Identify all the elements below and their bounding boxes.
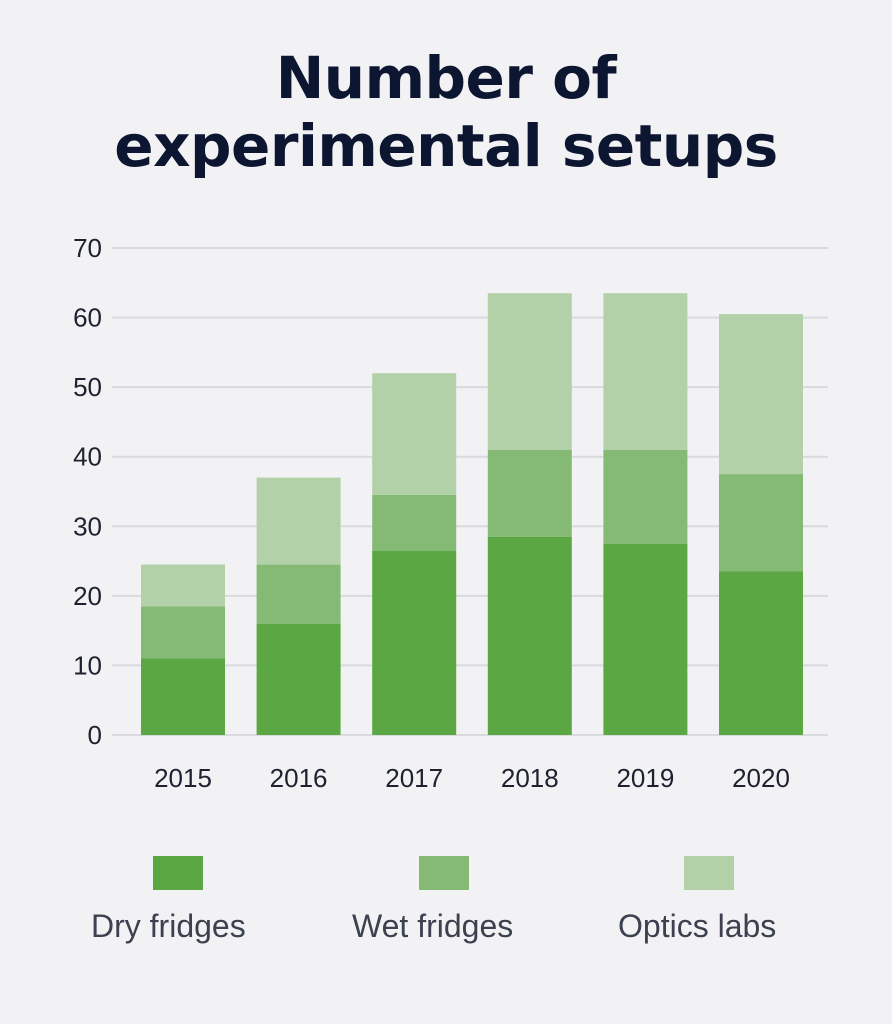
- y-tick-label-40: 40: [73, 442, 102, 472]
- legend-label-dry-fridges: Dry fridges: [91, 908, 246, 944]
- x-axis-ticks: 2015 2016 2017 2018 2019 2020: [154, 763, 790, 793]
- y-tick-label-0: 0: [88, 720, 102, 750]
- legend-item-dry-fridges: Dry fridges: [91, 856, 413, 956]
- legend-label-wet-fridges: Wet fridges: [352, 908, 514, 944]
- bar-2019-dry-fridges: [603, 543, 688, 735]
- y-axis-ticks: 0 10 20 30 40 50 60 70: [73, 233, 102, 750]
- chart-title-line-2: experimental setups: [114, 112, 778, 180]
- bar-2018-dry-fridges: [487, 536, 572, 735]
- bar-2020-dry-fridges: [719, 571, 803, 735]
- bar-2020-wet-fridges: [719, 474, 803, 572]
- bar-2015-dry-fridges: [141, 658, 225, 735]
- bar-2016-wet-fridges: [256, 564, 341, 624]
- x-tick-label-2017: 2017: [385, 763, 443, 793]
- y-tick-label-20: 20: [73, 581, 102, 611]
- chart-title: Number of experimental setups: [0, 44, 892, 180]
- bar-2018-optics-labs: [487, 293, 572, 450]
- legend-label-optics-labs: Optics labs: [618, 908, 777, 944]
- x-tick-label-2016: 2016: [270, 763, 328, 793]
- bar-2015-optics-labs: [141, 564, 225, 607]
- legend-swatch-optics-labs: [684, 856, 734, 890]
- bar-2019-optics-labs: [603, 293, 688, 450]
- legend-swatch-wet-fridges: [419, 856, 469, 890]
- x-tick-label-2020: 2020: [732, 763, 790, 793]
- chart-title-line-1: Number of: [275, 44, 617, 112]
- bar-2020-optics-labs: [719, 314, 803, 475]
- y-tick-label-10: 10: [73, 650, 102, 680]
- bar-2017-optics-labs: [372, 373, 457, 495]
- bar-2017-wet-fridges: [372, 494, 457, 551]
- y-tick-label-30: 30: [73, 511, 102, 541]
- legend-swatch-dry-fridges: [153, 856, 203, 890]
- gridlines: [112, 247, 828, 736]
- bars: [141, 293, 803, 735]
- y-tick-label-60: 60: [73, 303, 102, 333]
- bar-2019-wet-fridges: [603, 449, 688, 544]
- x-tick-label-2019: 2019: [616, 763, 674, 793]
- legend-item-optics-labs: Optics labs: [618, 856, 892, 956]
- x-tick-label-2015: 2015: [154, 763, 212, 793]
- x-tick-label-2018: 2018: [501, 763, 559, 793]
- bar-2015-wet-fridges: [141, 606, 225, 659]
- bar-2016-dry-fridges: [256, 623, 341, 735]
- bar-2017-dry-fridges: [372, 550, 457, 735]
- bar-2016-optics-labs: [256, 477, 341, 565]
- y-tick-label-50: 50: [73, 372, 102, 402]
- bar-2018-wet-fridges: [487, 449, 572, 537]
- y-tick-label-70: 70: [73, 233, 102, 263]
- legend-item-wet-fridges: Wet fridges: [352, 856, 679, 956]
